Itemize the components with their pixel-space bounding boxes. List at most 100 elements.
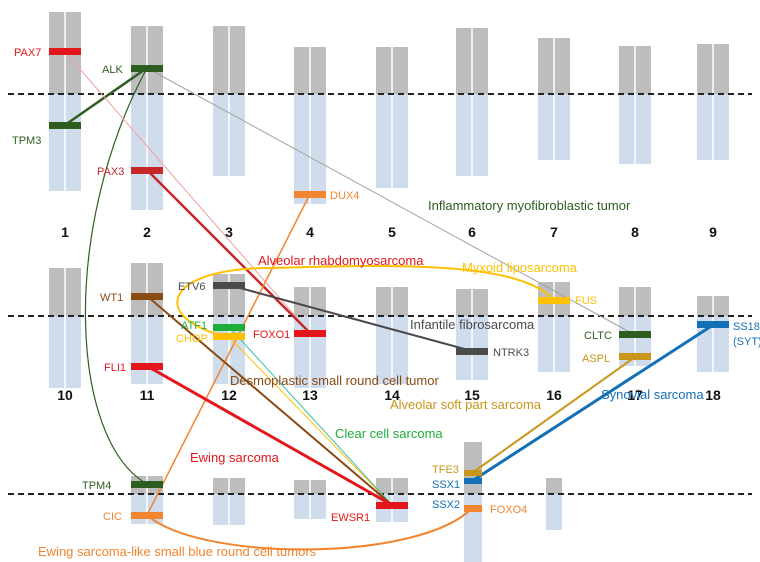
- chromosome-number: 15: [464, 387, 480, 403]
- connector-cic-foxo4: [146, 507, 473, 551]
- chromosome-18: [697, 296, 729, 372]
- marker-ntrk3: [456, 348, 488, 355]
- fusion-label-inflammatory: Inflammatory myofibroblastic tumor: [428, 198, 631, 213]
- chromosome-10: [49, 268, 81, 388]
- gene-label-ss18: SS18: [733, 321, 760, 333]
- marker-cic: [131, 512, 163, 519]
- gene-label-fus: FUS: [575, 295, 597, 307]
- marker-dux4: [294, 191, 326, 198]
- chromosome-1: [49, 12, 81, 191]
- connector-tpm3-alk: [64, 66, 148, 127]
- connector-tpm4-alk: [84, 67, 148, 485]
- chromosome-20: [213, 478, 245, 525]
- marker-pax7: [49, 48, 81, 55]
- chromosome-number: 2: [143, 224, 151, 240]
- connector-fli1-ewsr1: [146, 364, 393, 507]
- marker-atf1: [213, 324, 245, 331]
- gene-label-foxo4: FOXO4: [490, 504, 527, 516]
- marker-chop: [213, 333, 245, 340]
- chromosome-number: 3: [225, 224, 233, 240]
- chromosome-number: 9: [709, 224, 717, 240]
- connector-chop-ewsr1: [228, 336, 393, 506]
- gene-label-wt1: WT1: [100, 292, 123, 304]
- chromosome-16: [538, 282, 570, 372]
- chromosome-7: [538, 38, 570, 160]
- chromosome-number: 6: [468, 224, 476, 240]
- connector-dux4-cic: [146, 193, 311, 516]
- connector-ss18-ssx: [471, 323, 714, 483]
- gene-label-ss18-alias: (SYT): [733, 336, 760, 348]
- gene-label-foxo1: FOXO1: [253, 329, 290, 341]
- marker-alk: [131, 65, 163, 72]
- connector-alk-cltc: [146, 67, 636, 336]
- chromosome-number: 8: [631, 224, 639, 240]
- chromosome-x: [464, 442, 482, 562]
- gene-label-etv6: ETV6: [178, 281, 206, 293]
- marker-wt1: [131, 293, 163, 300]
- marker-tpm4: [131, 481, 163, 488]
- marker-etv6: [213, 282, 245, 289]
- chromosome-number: 7: [550, 224, 558, 240]
- chromosome-number: 13: [302, 387, 318, 403]
- gene-label-atf1: ATF1: [181, 320, 207, 332]
- gene-label-fli1: FLI1: [104, 362, 126, 374]
- gene-label-dux4: DUX4: [330, 190, 359, 202]
- chromosome-number: 11: [140, 387, 155, 403]
- chromosome-9: [697, 44, 729, 160]
- fusion-label-synovial: Synovial sarcoma: [601, 387, 704, 402]
- gene-label-ssx1: SSX1: [432, 479, 460, 491]
- chromosome-number: 16: [546, 387, 562, 403]
- gene-label-pax3: PAX3: [97, 166, 124, 178]
- fusion-label-myxoid: Myxoid liposarcoma: [462, 260, 578, 275]
- fusion-label-aspart: Alveolar soft part sarcoma: [390, 397, 542, 412]
- fusion-label-alveolar-rms: Alveolar rhabdomyosarcoma: [258, 253, 424, 268]
- chromosome-number: 5: [388, 224, 396, 240]
- fusion-label-infantile: Infantile fibrosarcoma: [410, 317, 535, 332]
- gene-label-cic: CIC: [103, 511, 122, 523]
- gene-label-ntrk3: NTRK3: [493, 347, 529, 359]
- connector-pax3-foxo1: [146, 169, 311, 334]
- gene-label-pax7: PAX7: [14, 47, 41, 59]
- gene-label-tpm4: TPM4: [82, 480, 111, 492]
- marker-tpm3: [49, 122, 81, 129]
- connector-pax7-foxo1: [64, 51, 311, 334]
- fusion-label-ewing: Ewing sarcoma: [190, 450, 280, 465]
- chromosome-14: [376, 287, 408, 384]
- chromosome-21: [294, 480, 326, 519]
- chromosome-number: 12: [221, 387, 237, 403]
- chromosome-number: 14: [384, 387, 400, 403]
- fusion-label-ewing-like: Ewing sarcoma-like small blue round cell…: [38, 544, 317, 559]
- gene-label-ssx2: SSX2: [432, 499, 460, 511]
- marker-ssx: [464, 478, 482, 484]
- marker-tfe3: [464, 470, 482, 476]
- gene-label-ewsr1: EWSR1: [331, 512, 370, 524]
- chromosome-8: [619, 46, 651, 164]
- fusion-label-dsrct: Desmoplastic small round cell tumor: [230, 373, 439, 388]
- gene-label-tpm3: TPM3: [12, 135, 41, 147]
- chromosome-5: [376, 47, 408, 188]
- chromosome-15: [456, 289, 488, 380]
- chromosome-number: 4: [306, 224, 314, 240]
- chromosome-6: [456, 28, 488, 176]
- connector-etv6-ntrk3: [228, 284, 473, 352]
- marker-aspl: [619, 353, 651, 360]
- chromosome-13: [294, 287, 326, 388]
- chromosome-number: 10: [57, 387, 73, 403]
- chromosome-3: [213, 26, 245, 176]
- marker-fus: [538, 297, 570, 304]
- marker-foxo4: [464, 505, 482, 512]
- gene-label-tfe3: TFE3: [432, 464, 459, 476]
- marker-ss18: [697, 321, 729, 328]
- chromosome-number: 17: [627, 387, 643, 403]
- chromosome-y: [546, 478, 562, 530]
- connector-wt1-ewsr1: [146, 295, 393, 506]
- gene-label-alk: ALK: [102, 64, 123, 76]
- connector-aspl-tfe3: [471, 356, 636, 474]
- chromosome-number: 18: [705, 387, 721, 403]
- marker-pax3: [131, 167, 163, 174]
- gene-label-aspl: ASPL: [582, 353, 610, 365]
- gene-label-chop: CHOP: [176, 333, 208, 345]
- connector-chop-fus: [176, 264, 555, 338]
- chromosome-number: 1: [61, 224, 69, 240]
